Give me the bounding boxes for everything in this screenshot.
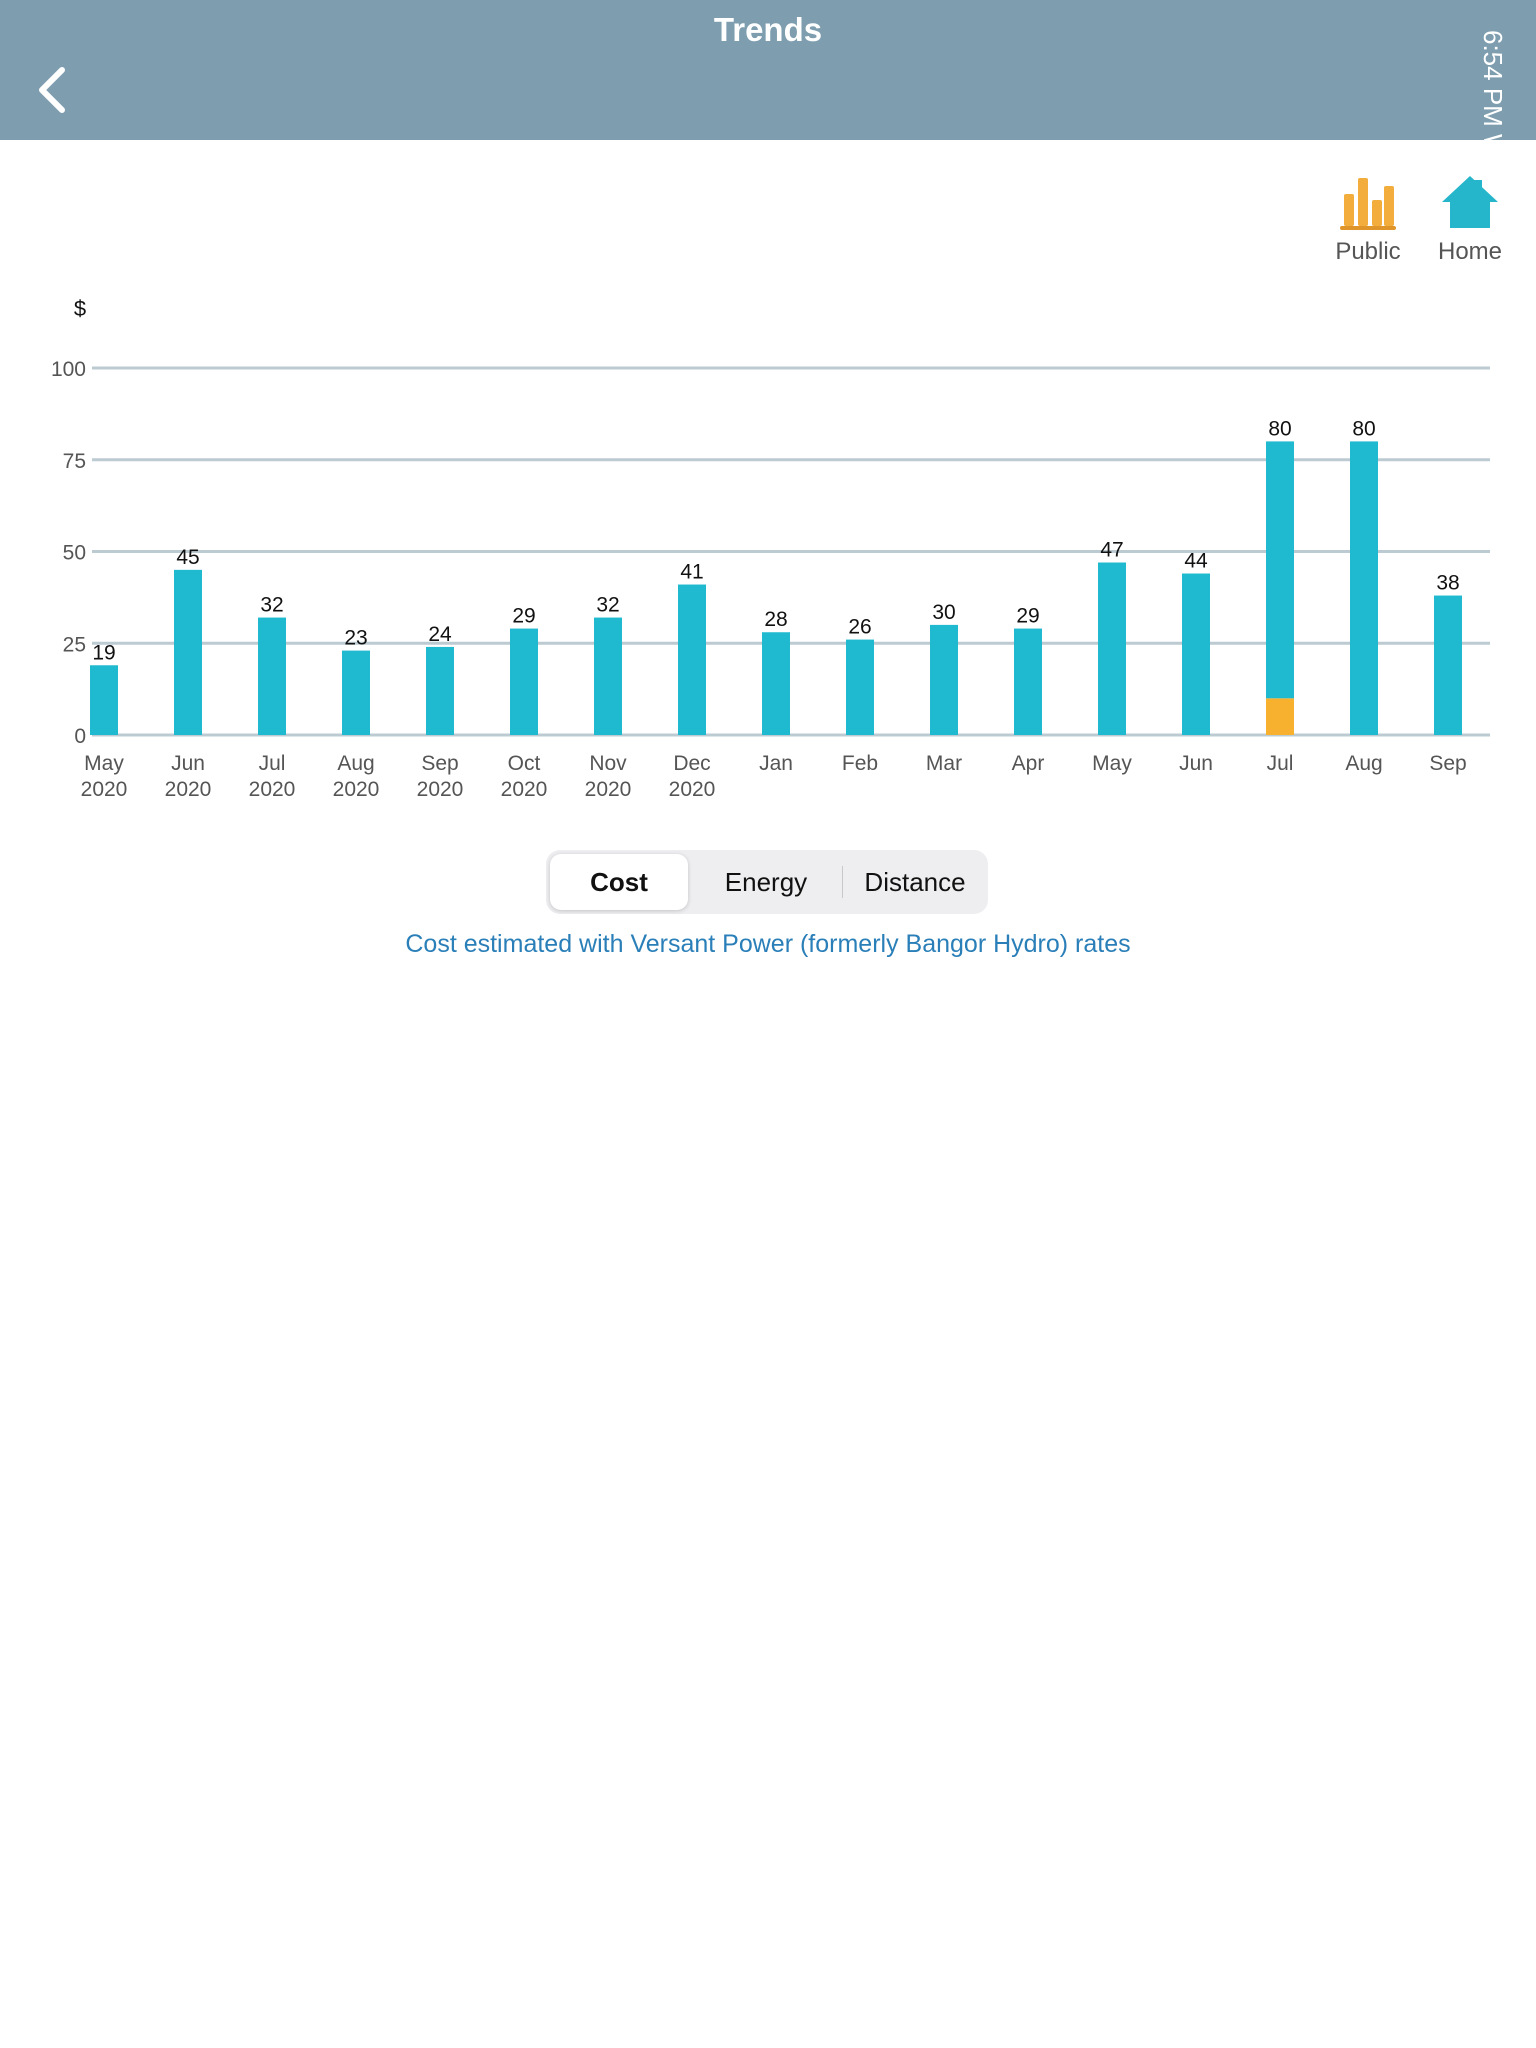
bar-home[interactable] [174,569,202,735]
back-button[interactable] [30,56,80,126]
x-tick-month: Jul [1267,752,1294,775]
x-tick-month: May [84,752,124,775]
tab-distance[interactable]: Distance [864,867,966,897]
bar-value-label: 45 [176,546,199,569]
house-icon [1442,176,1498,228]
bar-value-label: 29 [1016,605,1039,628]
x-tick-month: Aug [337,752,374,775]
x-tick-month: Jun [1179,752,1213,775]
bar-value-label: 32 [260,594,283,617]
bar-value-label: 23 [344,627,367,650]
x-tick-year: 2020 [417,778,464,801]
x-tick-year: 2020 [669,778,716,801]
x-tick-year: 2020 [165,778,212,801]
bar-value-label: 41 [680,561,703,584]
page-title-text: Trends [713,11,823,48]
x-tick-year: 2020 [333,778,380,801]
public-filter-label: Public [1335,238,1401,265]
metric-segmented-control: Cost Energy Distance [546,850,988,914]
bar-value-label: 28 [764,608,787,631]
public-filter-button[interactable]: Public [1318,168,1418,278]
bar-home[interactable] [678,584,706,735]
page-title: Trends [0,0,1536,180]
bar-home[interactable] [1350,441,1378,735]
x-tick-month: Jan [759,752,793,775]
status-bar-time: 6:54 PM W [1480,30,1536,150]
x-tick-year: 2020 [501,778,548,801]
x-tick-year: 2020 [585,778,632,801]
bar-value-label: 44 [1184,550,1208,573]
bar-value-label: 80 [1268,417,1291,440]
home-filter-button[interactable]: Home [1420,168,1520,278]
bar-value-label: 38 [1436,572,1459,595]
y-axis-label: $ [74,296,86,321]
bar-home[interactable] [510,628,538,735]
cost-trend-chart: $ 0 25 50 75 100 19 45 32 23 24 29 32 41 28 26 30 29 47 4… [51,296,1490,801]
segment-divider [842,866,843,898]
bar-home[interactable] [258,617,286,735]
bar-home[interactable] [1014,628,1042,735]
x-tick-year: 2020 [81,778,128,801]
bar-value-label: 24 [428,623,452,646]
x-tick-month: Feb [842,752,878,775]
bar-home[interactable] [426,646,454,735]
bar-home[interactable] [1434,595,1462,735]
x-tick-month: May [1092,752,1132,775]
y-tick-label: 100 [51,358,86,381]
x-tick-month: Jun [171,752,205,775]
status-time-text: 6:54 PM W [1480,30,1508,150]
chevron-left-icon [39,67,65,113]
bar-home[interactable] [90,665,118,735]
x-tick-month: Dec [673,752,710,775]
x-tick-month: Oct [508,752,541,775]
bar-home[interactable] [342,650,370,735]
bar-home[interactable] [1266,441,1294,699]
x-tick-month: Sep [421,752,458,775]
bar-value-label: 29 [512,605,535,628]
bar-home[interactable] [762,632,790,735]
tab-energy[interactable]: Energy [724,867,808,897]
bar-value-label: 19 [92,641,115,664]
tab-cost[interactable]: Cost [550,854,688,910]
x-tick-month: Nov [589,752,627,775]
x-tick-month: Apr [1012,752,1045,775]
bar-home[interactable] [1098,562,1126,735]
home-filter-label: Home [1437,238,1503,265]
bar-home[interactable] [930,624,958,735]
bar-home[interactable] [594,617,622,735]
bar-public[interactable] [1266,698,1294,735]
x-tick-year: 2020 [249,778,296,801]
y-tick-label: 75 [63,450,86,473]
x-tick-month: Jul [259,752,286,775]
bar-value-label: 26 [848,616,871,639]
y-tick-label: 25 [63,633,86,656]
bar-home[interactable] [846,639,874,735]
x-tick-month: Mar [926,752,962,775]
bar-chart-icon [1340,178,1396,230]
bar-home[interactable] [1182,573,1210,735]
y-tick-label: 0 [74,725,86,748]
bar-value-label: 30 [932,601,955,624]
bar-value-label: 80 [1352,417,1375,440]
x-tick-month: Aug [1345,752,1382,775]
bar-value-label: 47 [1100,539,1123,562]
x-tick-month: Sep [1429,752,1466,775]
y-tick-label: 50 [63,542,86,565]
navigation-bar: Trends 6:54 PM W [0,0,1536,150]
rate-source-link[interactable]: Cost estimated with Versant Power (forme… [405,930,1131,958]
bar-value-label: 32 [596,594,619,617]
